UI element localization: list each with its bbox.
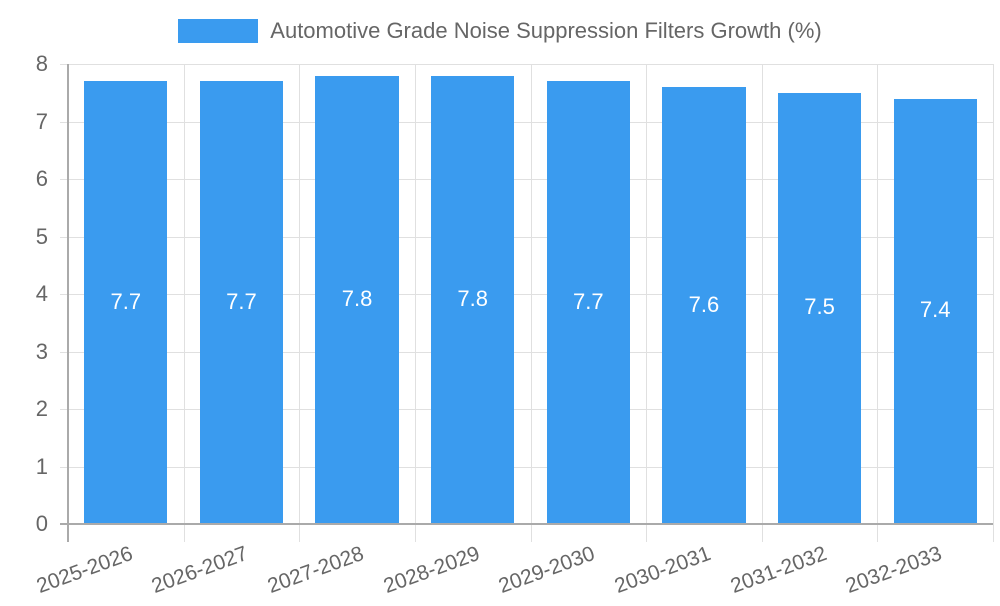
x-axis-tick-label: 2028-2029: [380, 542, 483, 598]
bar-2030-2031[interactable]: [662, 87, 746, 524]
y-axis-tick-label: 6: [35, 166, 48, 191]
y-axis-tick-label: 8: [35, 51, 48, 76]
gridline-horizontal: [60, 179, 993, 180]
gridline-horizontal: [60, 352, 993, 353]
bar-value-label: 7.7: [110, 288, 142, 314]
x-axis-tick-label: 2026-2027: [149, 542, 252, 598]
gridline-vertical: [184, 64, 185, 542]
bar-2028-2029[interactable]: [431, 75, 515, 524]
bar-2032-2033[interactable]: [893, 98, 977, 524]
legend-swatch: [178, 19, 259, 43]
y-axis-tick-label: 3: [35, 338, 48, 364]
legend-label: Automotive Grade Noise Suppression Filte…: [270, 18, 822, 43]
bar-2027-2028[interactable]: [315, 75, 399, 524]
gridline-vertical: [993, 64, 994, 542]
bar-value-label: 7.7: [226, 288, 257, 314]
gridline-horizontal: [60, 294, 993, 295]
gridline-horizontal: [60, 237, 993, 238]
gridline-vertical: [877, 64, 878, 542]
gridline-vertical: [531, 64, 532, 542]
x-axis-tick-label: 2030-2031: [611, 542, 714, 598]
gridline-horizontal: [60, 467, 993, 468]
gridline-vertical: [415, 64, 416, 542]
bar-2031-2032[interactable]: [777, 92, 862, 524]
y-axis-tick-label: 1: [35, 453, 48, 479]
bar-value-label: 7.4: [919, 297, 951, 323]
chart-legend[interactable]: Automotive Grade Noise Suppression Filte…: [0, 18, 1000, 44]
bar-value-label: 7.7: [573, 288, 604, 314]
y-axis-tick-label: 4: [35, 281, 48, 306]
gridline-vertical: [762, 64, 763, 542]
gridline-vertical: [646, 64, 647, 542]
bar-value-label: 7.6: [688, 291, 720, 317]
gridline-horizontal: [60, 64, 993, 65]
x-axis-tick-label: 2025-2026: [33, 542, 136, 598]
gridline-horizontal: [60, 409, 993, 410]
y-axis-tick-label: 5: [35, 223, 48, 249]
bar-value-label: 7.8: [457, 285, 488, 311]
bar-2025-2026[interactable]: [84, 81, 168, 524]
y-axis-line: [67, 64, 69, 542]
x-axis-tick-label: 2029-2030: [495, 542, 599, 598]
gridline-vertical: [299, 64, 300, 542]
bar-value-label: 7.8: [341, 285, 373, 311]
bar-2029-2030[interactable]: [546, 81, 630, 524]
bar-value-label: 7.5: [804, 294, 835, 320]
y-axis-tick-label: 7: [35, 108, 48, 134]
y-axis-tick-label: 0: [35, 511, 48, 536]
bar-2026-2027[interactable]: [199, 81, 284, 524]
x-axis-tick-label: 2032-2033: [842, 542, 946, 598]
gridline-horizontal: [60, 122, 993, 123]
x-axis-tick-label: 2031-2032: [727, 542, 830, 598]
x-axis-tick-label: 2027-2028: [264, 542, 367, 598]
y-axis-tick-label: 2: [35, 396, 48, 421]
x-axis-line: [60, 523, 993, 525]
